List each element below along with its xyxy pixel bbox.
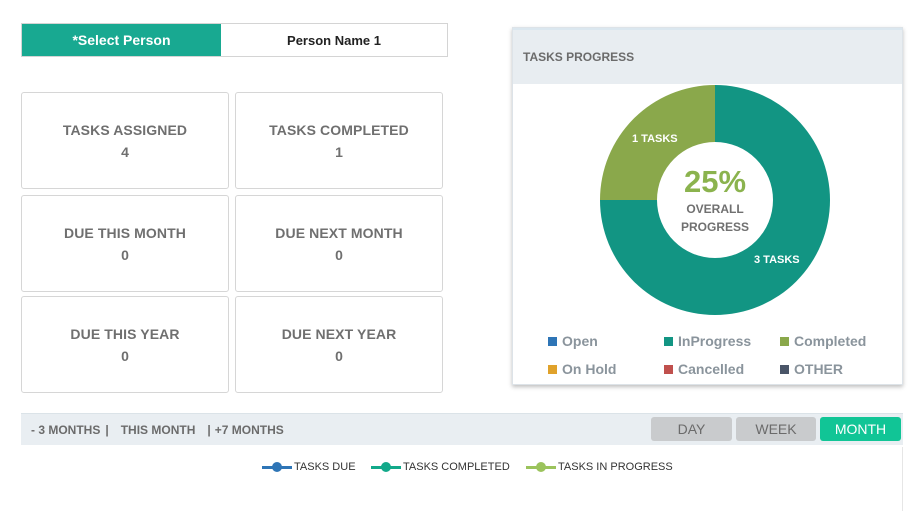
person-selector[interactable]: *Select Person Person Name 1 xyxy=(21,23,448,57)
overall-progress-line2: PROGRESS xyxy=(680,220,749,234)
timeline-bar: - 3 MONTHS | THIS MONTH | +7 MONTHS DAY … xyxy=(21,413,903,445)
line-marker-icon xyxy=(371,462,401,472)
stat-tile-due-this-month: DUE THIS MONTH 0 xyxy=(21,195,229,292)
stat-title: TASKS ASSIGNED xyxy=(62,121,188,138)
panel-title: TASKS PROGRESS xyxy=(513,28,902,84)
stat-title: DUE NEXT YEAR xyxy=(281,325,397,342)
person-dropdown[interactable]: Person Name 1 xyxy=(221,24,447,56)
range-separator: | xyxy=(105,422,109,437)
legend-label: Completed xyxy=(794,333,867,349)
timeline-chart: TASKS DUE TASKS COMPLETED TASKS IN PROGR… xyxy=(21,447,903,511)
donut-slice-inprogress[interactable] xyxy=(600,85,830,315)
line-marker-icon xyxy=(262,462,292,472)
period-week-button[interactable]: WEEK xyxy=(736,417,816,441)
legend-label: On Hold xyxy=(562,361,617,377)
legend-label: Cancelled xyxy=(678,361,745,377)
period-day-button[interactable]: DAY xyxy=(651,417,732,441)
select-person-label: *Select Person xyxy=(22,24,221,56)
series-legend-tasks-completed: TASKS COMPLETED xyxy=(371,461,510,473)
legend-label: InProgress xyxy=(678,333,752,349)
legend-swatch-icon xyxy=(548,364,557,374)
legend-item-other: OTHER xyxy=(780,361,843,377)
line-marker-icon xyxy=(526,462,556,472)
legend-label: Open xyxy=(562,333,598,349)
stat-tile-due-this-year: DUE THIS YEAR 0 xyxy=(21,296,229,393)
range-this-month[interactable]: THIS MONTH xyxy=(120,422,196,437)
series-label: TASKS COMPLETED xyxy=(403,461,510,473)
series-label: TASKS IN PROGRESS xyxy=(558,461,673,473)
stat-tile-tasks-assigned: TASKS ASSIGNED 4 xyxy=(21,92,229,189)
stat-value: 4 xyxy=(121,143,129,160)
legend-item-completed: Completed xyxy=(780,333,866,349)
stat-title: TASKS COMPLETED xyxy=(269,121,409,138)
series-legend-tasks-in-progress: TASKS IN PROGRESS xyxy=(526,461,673,473)
legend-swatch-icon xyxy=(548,336,557,346)
series-label: TASKS DUE xyxy=(294,461,356,473)
period-month-button[interactable]: MONTH xyxy=(820,417,901,441)
stat-tile-due-next-month: DUE NEXT MONTH 0 xyxy=(235,195,443,292)
stat-value: 0 xyxy=(335,347,343,364)
range-next-7-months[interactable]: +7 MONTHS xyxy=(214,422,284,437)
stat-title: DUE THIS YEAR xyxy=(70,325,180,342)
donut-svg xyxy=(600,85,830,315)
legend-swatch-icon xyxy=(780,364,789,374)
legend-item-on-hold: On Hold xyxy=(548,361,616,377)
legend-swatch-icon xyxy=(780,336,789,346)
progress-donut-chart: 1 TASKS 3 TASKS 25% OVERALL PROGRESS xyxy=(599,84,831,316)
data-label-completed: 1 TASKS xyxy=(632,133,678,145)
legend-swatch-icon xyxy=(664,336,673,346)
stat-value: 0 xyxy=(335,246,343,263)
stat-tile-tasks-completed: TASKS COMPLETED 1 xyxy=(235,92,443,189)
data-label-inprogress: 3 TASKS xyxy=(754,254,800,266)
legend-label: OTHER xyxy=(794,361,843,377)
series-legend-tasks-due: TASKS DUE xyxy=(262,461,356,473)
stat-value: 0 xyxy=(121,347,129,364)
range-prev-3-months[interactable]: - 3 MONTHS xyxy=(31,422,101,437)
range-separator: | xyxy=(207,422,211,437)
stat-tile-due-next-year: DUE NEXT YEAR 0 xyxy=(235,296,443,393)
stat-value: 0 xyxy=(121,246,129,263)
legend-swatch-icon xyxy=(664,364,673,374)
stat-title: DUE THIS MONTH xyxy=(64,224,186,241)
tasks-progress-panel: TASKS PROGRESS 1 TASKS 3 TASKS 25% OVERA… xyxy=(512,27,903,385)
stat-title: DUE NEXT MONTH xyxy=(275,224,403,241)
legend-item-open: Open xyxy=(548,333,598,349)
legend-item-inprogress: InProgress xyxy=(664,333,751,349)
overall-progress-percent: 25% xyxy=(683,164,747,199)
overall-progress-line1: OVERALL xyxy=(686,202,744,216)
donut-slice-completed[interactable] xyxy=(600,85,715,200)
stat-value: 1 xyxy=(335,143,343,160)
legend-item-cancelled: Cancelled xyxy=(664,361,744,377)
